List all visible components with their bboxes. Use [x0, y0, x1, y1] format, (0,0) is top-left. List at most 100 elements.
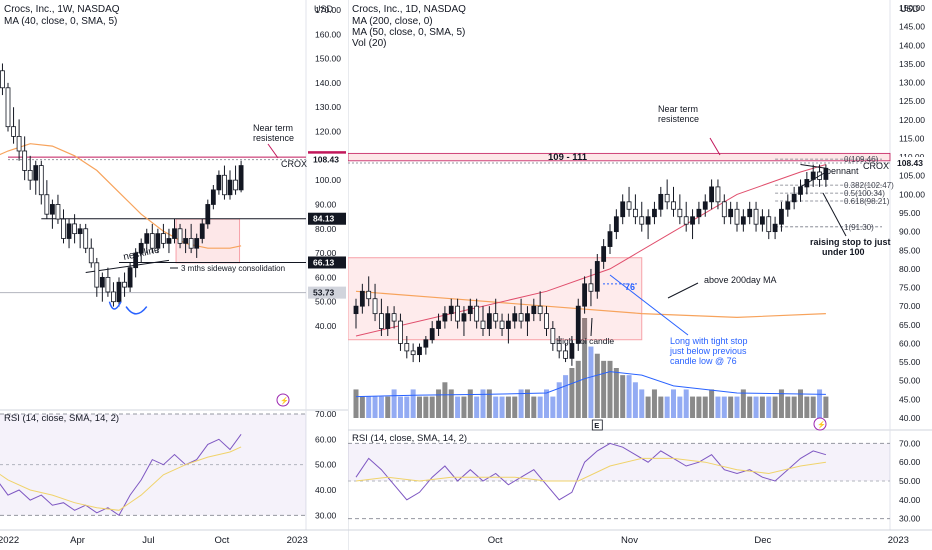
daily-candle: [582, 283, 588, 307]
weekly-ma-indicator-label: MA (40, close, 0, SMA, 5): [4, 16, 118, 27]
daily-candle: [398, 320, 403, 344]
weekly-candle: [83, 228, 89, 249]
weekly-candle: [66, 223, 72, 239]
daily-y-tick-label: 125.00: [899, 96, 925, 106]
daily-volume-bar: [785, 396, 791, 418]
daily-candle: [467, 305, 473, 315]
daily-volume-bar: [613, 368, 619, 418]
weekly-candle: [177, 228, 183, 244]
daily-candle: [474, 305, 480, 322]
weekly-candle: [5, 87, 11, 128]
weekly-near-term-text-1: Near term: [253, 123, 293, 133]
daily-candle: [556, 343, 562, 352]
daily-candle: [550, 328, 556, 344]
daily-near-term-text-2: resistence: [658, 114, 699, 124]
daily-candle: [391, 313, 397, 322]
daily-volume-bar: [391, 389, 397, 418]
daily-volume-bar: [645, 396, 651, 418]
daily-volume-bar: [493, 396, 499, 418]
raise-stop-label-1: raising stop to just: [810, 237, 891, 247]
daily-volume-bar: [518, 389, 524, 418]
weekly-candle: [227, 179, 233, 196]
weekly-rsi-label: RSI (14, close, SMA, 14, 2): [4, 413, 120, 424]
weekly-candle: [166, 238, 172, 244]
weekly-candle: [149, 233, 155, 249]
weekly-candle: [216, 174, 222, 191]
weekly-candle: [238, 165, 244, 191]
daily-rsi-tick-label: 50.00: [899, 476, 921, 486]
daily-volume-bar: [601, 360, 607, 418]
weekly-y-tick-label: 60.00: [315, 272, 337, 282]
weekly-candle: [116, 281, 122, 303]
raise-stop-arrow: [822, 192, 847, 237]
daily-candle: [448, 305, 454, 315]
consolidation-label: 3 mths sideway consolidation: [181, 264, 285, 273]
daily-volume-ma-line: [355, 371, 826, 398]
daily-volume-bar: [372, 396, 378, 418]
daily-candle: [359, 290, 365, 307]
daily-volume-bar: [467, 389, 473, 418]
weekly-candle: [160, 233, 166, 244]
daily-candle: [728, 208, 734, 218]
weekly-y-tick-label: 100.00: [315, 175, 341, 185]
daily-volume-bar: [607, 360, 613, 418]
daily-volume-bar: [575, 360, 581, 418]
daily-volume-bar: [759, 396, 765, 418]
weekly-candle: [22, 150, 28, 171]
daily-candle: [410, 350, 416, 356]
daily-volume-bar: [696, 396, 702, 418]
daily-candle: [645, 216, 651, 225]
weekly-x-tick-label: 2022: [0, 535, 19, 546]
daily-volume-bar: [823, 396, 829, 418]
daily-candle: [702, 201, 708, 210]
weekly-candle: [122, 281, 127, 288]
above-ma-arrow: [667, 282, 699, 299]
daily-rsi-tick-label: 40.00: [899, 495, 921, 505]
weekly-y-tick-label: 150.00: [315, 54, 341, 64]
daily-candle: [772, 223, 778, 233]
daily-volume-bar: [810, 396, 816, 418]
daily-volume-bar: [651, 389, 657, 418]
weekly-y-tick-label: 40.00: [315, 321, 337, 331]
weekly-candle: [0, 70, 5, 89]
weekly-rsi-signal-line: [0, 446, 242, 511]
daily-candle: [753, 208, 759, 225]
daily-candle: [632, 208, 638, 218]
weekly-candle: [16, 135, 22, 152]
daily-candle: [366, 290, 372, 300]
weekly-candle: [111, 291, 116, 303]
weekly-chart-panel[interactable]: Crocs, Inc., 1W, NASDAQ MA (40, close, 0…: [0, 0, 348, 550]
fib-level-label: 0.5(100.34): [844, 189, 885, 198]
resistance-band-label: 109 - 111: [548, 152, 588, 163]
daily-candle: [486, 313, 492, 329]
daily-candle: [442, 313, 448, 322]
daily-y-tick-label: 130.00: [899, 78, 925, 88]
daily-volume-bar: [544, 389, 549, 418]
weekly-rsi-tick-label: 40.00: [315, 485, 337, 495]
daily-candle: [652, 208, 657, 218]
weekly-y-tick-label: 90.00: [315, 199, 337, 209]
weekly-candle: [210, 189, 216, 205]
daily-candle: [601, 246, 607, 262]
weekly-price-label: 66.13: [313, 257, 335, 267]
daily-y-tick-label: 55.00: [899, 357, 921, 367]
daily-volume-bar: [499, 396, 505, 418]
daily-volume-bar: [563, 375, 569, 418]
high-vol-arrow: [590, 317, 593, 337]
weekly-price-label: 108.43: [313, 155, 339, 165]
daily-candle: [823, 167, 829, 180]
daily-volume-bar: [683, 389, 689, 418]
daily-volume-bar: [728, 396, 734, 418]
daily-ma50-line: [355, 164, 827, 337]
daily-chart-panel[interactable]: Crocs, Inc., 1D, NASDAQ MA (200, close, …: [348, 0, 932, 550]
daily-y-tick-label: 150.00: [899, 3, 925, 13]
daily-candle: [759, 216, 765, 225]
fib-level-label: 0(109.46): [844, 155, 879, 164]
daily-candle: [709, 186, 715, 203]
daily-y-tick-label: 75.00: [899, 283, 921, 293]
daily-candle: [683, 216, 689, 225]
weekly-candle: [144, 233, 150, 244]
daily-volume-bar: [385, 396, 391, 418]
daily-currency-label: USD: [900, 4, 920, 14]
daily-near-term-text-1: Near term: [658, 104, 698, 114]
